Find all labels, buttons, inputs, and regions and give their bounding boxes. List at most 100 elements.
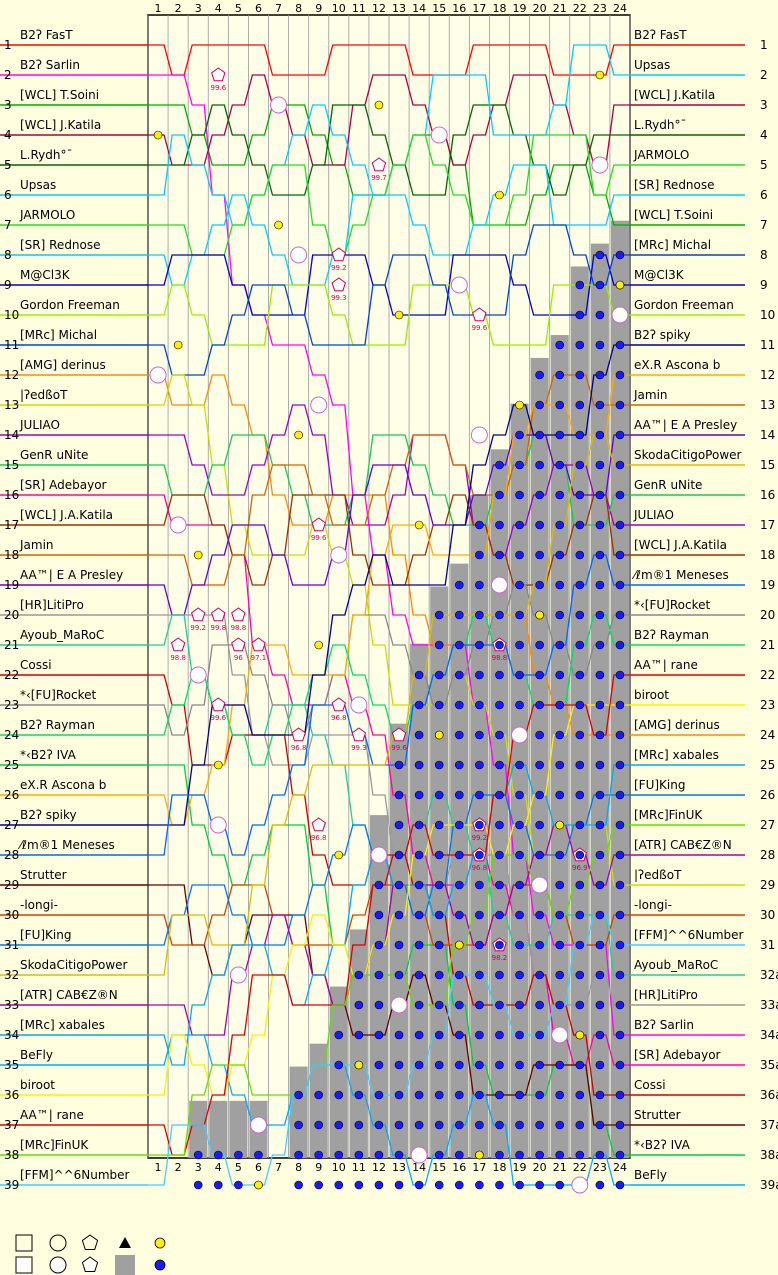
blue-dot-marker bbox=[615, 850, 625, 860]
blue-dot-marker bbox=[495, 850, 504, 860]
left-driver-name: *‹[FU]Rocket bbox=[20, 688, 96, 702]
blue-dot-marker bbox=[314, 1090, 324, 1100]
blue-dot-marker bbox=[475, 1090, 484, 1100]
pentagon-marker bbox=[291, 727, 306, 742]
right-rank-label: 17 bbox=[760, 518, 775, 532]
right-rank-label: 37a bbox=[760, 1118, 778, 1132]
blue-dot-marker bbox=[535, 730, 544, 740]
right-rank-label: 6 bbox=[760, 188, 768, 202]
open-circle-marker bbox=[290, 246, 308, 264]
open-circle-marker bbox=[511, 726, 529, 744]
blue-dot-marker bbox=[615, 400, 625, 410]
pentagon-marker bbox=[211, 67, 226, 82]
blue-dot-marker bbox=[575, 910, 585, 920]
left-rank-label: 37 bbox=[4, 1118, 19, 1132]
open-circle-marker bbox=[611, 306, 629, 324]
markers: 99.6 99.2 99.3 99.7 99.6 99.6 99.2 99.8 98.8 98.8… bbox=[149, 67, 629, 1194]
blue-dot-marker bbox=[475, 970, 484, 980]
series-line bbox=[148, 584, 630, 736]
blue-dot-marker bbox=[434, 1180, 444, 1190]
x-tick-label-bottom: 4 bbox=[215, 1161, 222, 1174]
right-rank-label: 12 bbox=[760, 368, 775, 382]
blue-dot-marker bbox=[555, 1180, 565, 1190]
removed-bar bbox=[490, 449, 509, 1159]
blue-dot-marker bbox=[454, 610, 464, 620]
x-tick-label-bottom: 17 bbox=[472, 1161, 486, 1174]
left-rank-label: 8 bbox=[4, 248, 12, 262]
blue-dot-marker bbox=[595, 1150, 605, 1160]
blue-dot-marker bbox=[354, 1120, 364, 1130]
blue-dot-marker bbox=[575, 1060, 585, 1070]
pentagon-marker bbox=[211, 697, 226, 712]
blue-dot-marker bbox=[495, 1090, 504, 1100]
blue-dot-marker bbox=[414, 730, 424, 740]
right-driver-name: Ayoub_MaRoC bbox=[634, 958, 718, 972]
blue-dot-marker bbox=[515, 460, 524, 470]
right-driver-name: [SR] Rednose bbox=[634, 178, 715, 192]
left-rank-label: 32 bbox=[4, 968, 19, 982]
blue-dot-marker bbox=[515, 1090, 524, 1100]
blue-dot-marker bbox=[615, 880, 625, 890]
blue-dot-marker bbox=[475, 1030, 484, 1040]
blue-dot-marker bbox=[595, 460, 605, 470]
left-driver-name: M@Cl3K bbox=[20, 268, 71, 282]
left-driver-name: [AMG] derinus bbox=[20, 358, 106, 372]
yellow-dot-marker bbox=[475, 1150, 484, 1160]
blue-dot-marker bbox=[495, 490, 504, 500]
left-rank-label: 2 bbox=[4, 68, 12, 82]
legend-yellow-dot bbox=[154, 1237, 166, 1249]
blue-dot-marker bbox=[535, 1180, 544, 1190]
blue-dot-marker bbox=[454, 1030, 464, 1040]
left-driver-name: BeFly bbox=[20, 1048, 53, 1062]
left-driver-name: GenR uNite bbox=[20, 448, 88, 462]
blue-dot-marker bbox=[595, 700, 605, 710]
removed-bar bbox=[369, 815, 388, 1158]
blue-dot-marker bbox=[454, 850, 464, 860]
blue-dot-marker bbox=[535, 460, 544, 470]
legend-circle-filled bbox=[49, 1256, 67, 1274]
open-circle-marker bbox=[531, 876, 549, 894]
left-rank-label: 22 bbox=[4, 668, 19, 682]
grid bbox=[147, 15, 631, 1158]
x-tick-label-bottom: 20 bbox=[533, 1161, 547, 1174]
removed-bar bbox=[229, 1100, 248, 1158]
blue-dot-marker bbox=[495, 730, 504, 740]
left-driver-name: Strutter bbox=[20, 868, 67, 882]
blue-dot-marker bbox=[595, 580, 605, 590]
left-rank-label: 33 bbox=[4, 998, 19, 1012]
x-tick-label-bottom: 12 bbox=[372, 1161, 386, 1174]
blue-dot-marker bbox=[454, 1120, 464, 1130]
yellow-dot-marker bbox=[173, 340, 183, 350]
right-rank-label: 15 bbox=[760, 458, 775, 472]
blue-dot-marker bbox=[615, 1000, 625, 1010]
right-rank-label: 10 bbox=[760, 308, 775, 322]
x-tick-label-bottom: 14 bbox=[412, 1161, 426, 1174]
blue-dot-marker bbox=[394, 910, 404, 920]
yellow-dot-marker bbox=[434, 730, 444, 740]
blue-dot-marker bbox=[515, 1000, 524, 1010]
left-driver-name: Upsas bbox=[20, 178, 56, 192]
series-line bbox=[148, 914, 630, 1186]
yellow-dot-marker bbox=[254, 1180, 263, 1190]
series-line bbox=[148, 164, 630, 286]
blue-dot-marker bbox=[454, 670, 464, 680]
right-driver-name: [MRc] Michal bbox=[634, 238, 711, 252]
right-rank-label: 2 bbox=[760, 68, 768, 82]
blue-dot-marker bbox=[475, 700, 484, 710]
right-rank-label: 39a bbox=[760, 1178, 778, 1192]
blue-dot-marker bbox=[575, 400, 585, 410]
right-driver-name: JULIAO bbox=[633, 508, 674, 522]
right-rank-label: 4 bbox=[760, 128, 768, 142]
blue-dot-marker bbox=[595, 850, 605, 860]
blue-dot-marker bbox=[535, 1030, 544, 1040]
series-line bbox=[148, 704, 630, 1096]
blue-dot-marker bbox=[555, 670, 565, 680]
left-rank-label: 4 bbox=[4, 128, 12, 142]
right-rank-label: 28 bbox=[760, 848, 775, 862]
blue-dot-marker bbox=[354, 1090, 364, 1100]
blue-dot-marker bbox=[575, 370, 585, 380]
open-circle-marker bbox=[229, 966, 247, 984]
legend-pentagon bbox=[81, 1234, 99, 1250]
blue-dot-marker bbox=[575, 760, 585, 770]
blue-dot-marker bbox=[334, 1150, 344, 1160]
